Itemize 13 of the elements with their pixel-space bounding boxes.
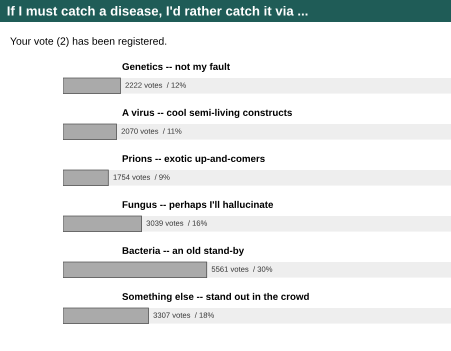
y-tick-label: Fungus -- perhaps I'll hallucinate [122, 200, 274, 210]
bar [63, 216, 142, 232]
bar [63, 308, 149, 324]
chart-subtitle: Your vote (2) has been registered. [10, 37, 166, 47]
chart-title: If I must catch a disease, I'd rather catch it via ... [8, 6, 308, 18]
y-tick-label: A virus -- cool semi-living constructs [122, 108, 292, 118]
bar [63, 78, 121, 94]
y-tick-label: Bacteria -- an old stand-by [122, 246, 244, 256]
y-tick-label: Genetics -- not my fault [122, 62, 230, 72]
y-tick-label: Prions -- exotic up-and-comers [122, 154, 265, 164]
bar [63, 170, 109, 186]
y-tick-label: Something else -- stand out in the crowd [122, 292, 309, 302]
bar [63, 124, 117, 140]
